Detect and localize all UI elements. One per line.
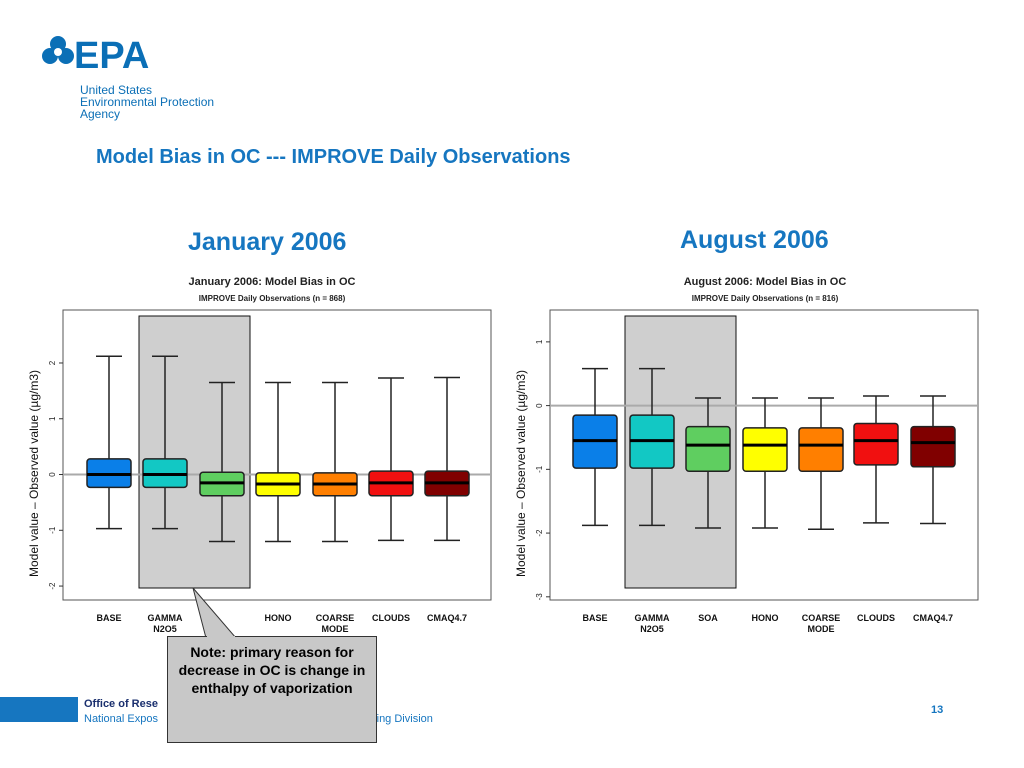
plot-frame [62,309,492,601]
epa-flower-icon [42,36,74,64]
y-tick-label: -2 [535,529,544,537]
category-label: BASE [582,613,608,623]
y-tick-label: 1 [535,339,544,344]
plot-frame [549,309,979,601]
y-tick-label: -1 [48,526,57,534]
page-number: 13 [931,704,944,716]
category-label: SOA [698,613,718,623]
footer-office: Office of Rese [84,698,158,710]
chart-subtitle: IMPROVE Daily Observations (n = 868) [198,294,346,303]
agency-name: United States Environmental Protection A… [80,84,214,120]
note-callout: Note: primary reason for decrease in OC … [167,636,377,743]
chart-subtitle: IMPROVE Daily Observations (n = 816) [691,294,839,303]
category-label: GAMMA N2O5 [634,613,670,634]
box-iqr [910,425,956,468]
category-label: BASE [96,613,122,623]
footer-accent-bar [0,697,78,722]
box-iqr [853,422,899,466]
category-label: COARSE MODE [801,613,841,634]
chart-title: January 2006: Model Bias in OC [188,276,356,288]
highlight-region [138,315,251,589]
box-iqr [798,427,844,473]
agency-name-line: Agency [80,107,121,121]
category-label: GAMMA N2O5 [147,613,183,634]
category-label: CMAQ4.7 [426,613,467,623]
category-label: CLOUDS [857,613,895,623]
y-tick-label: 0 [48,472,57,477]
y-tick-label: 1 [48,416,57,421]
category-label: HONO [264,613,292,623]
category-label: CMAQ4.7 [912,613,953,623]
agency-name-line: United States [80,83,153,97]
y-tick-label: 0 [535,403,544,408]
category-label: CLOUDS [372,613,410,623]
category-label: HONO [751,613,779,623]
agency-name-line: Environmental Protection [80,95,215,109]
box-iqr [742,427,788,473]
panel-title-august: August 2006 [680,226,829,254]
y-tick-label: -1 [535,465,544,473]
box-iqr [685,425,731,473]
slide-title: Model Bias in OC --- IMPROVE Daily Obser… [96,146,571,168]
y-tick-label: -3 [535,593,544,601]
panel-title-january: January 2006 [188,228,347,256]
chart-title: August 2006: Model Bias in OC [683,276,847,288]
epa-logo-text: EPA [74,35,149,77]
y-tick-label: 2 [48,360,57,365]
y-tick-label: -2 [48,582,57,590]
footer-lab: National Expos [84,713,158,725]
category-label: COARSE MODE [315,613,355,634]
